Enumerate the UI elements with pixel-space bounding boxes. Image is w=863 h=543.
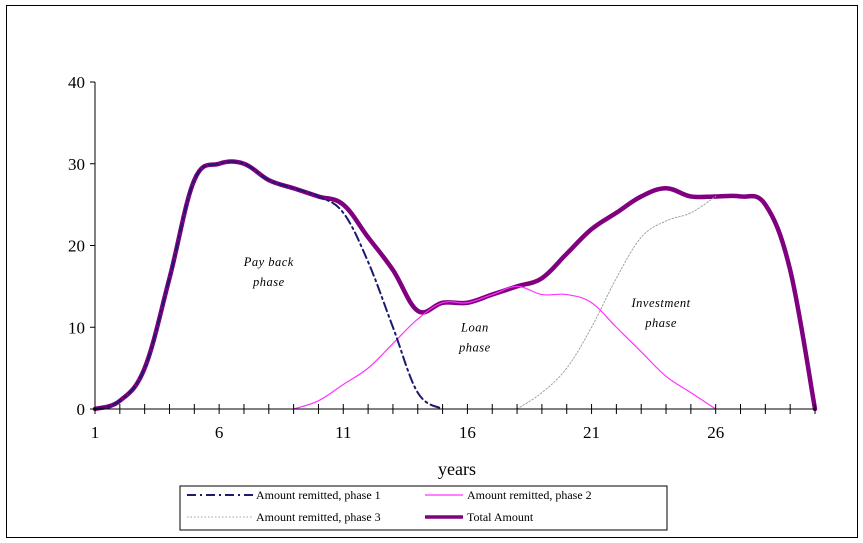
series-line-2 — [293, 285, 717, 410]
legend-label-3: Amount remitted, phase 3 — [256, 510, 381, 524]
y-tick-label: 20 — [68, 237, 85, 256]
annotation-label: phase — [252, 275, 285, 289]
y-tick-label: 30 — [68, 155, 85, 174]
x-tick-label: 21 — [583, 423, 600, 442]
x-tick-label: 11 — [335, 423, 351, 442]
legend: Amount remitted, phase 1 Amount remitted,… — [179, 485, 668, 531]
series-line-3 — [516, 195, 717, 410]
y-tick-label: 0 — [77, 400, 86, 419]
legend-label-1: Amount remitted, phase 1 — [256, 488, 381, 502]
annotation-label: Pay back — [243, 255, 294, 269]
legend-label-2: Amount remitted, phase 2 — [467, 488, 592, 502]
chart-frame — [6, 5, 858, 538]
series-layer — [92, 159, 818, 412]
x-ticks: 1 6 11 16 21 26 — [91, 404, 816, 442]
x-tick-label: 16 — [459, 423, 476, 442]
y-tick-label: 10 — [68, 318, 85, 337]
annotation-label: Loan — [460, 320, 489, 334]
x-tick-label: 1 — [91, 423, 100, 442]
annotations: Pay back phase Loan phase Investment phase — [243, 255, 690, 354]
annotation-label: Investment — [630, 296, 690, 310]
y-ticks: 0 10 20 30 40 — [68, 73, 95, 419]
series-line-4 — [92, 159, 818, 412]
series-line-1 — [94, 160, 444, 410]
x-tick-label: 26 — [707, 423, 724, 442]
y-tick-label: 40 — [68, 73, 85, 92]
x-tick-label: 6 — [215, 423, 224, 442]
annotation-label: phase — [644, 316, 677, 330]
legend-box — [179, 485, 668, 531]
legend-label-4: Total Amount — [467, 510, 534, 524]
annotation-label: phase — [458, 340, 491, 354]
x-axis-title: years — [438, 459, 476, 479]
